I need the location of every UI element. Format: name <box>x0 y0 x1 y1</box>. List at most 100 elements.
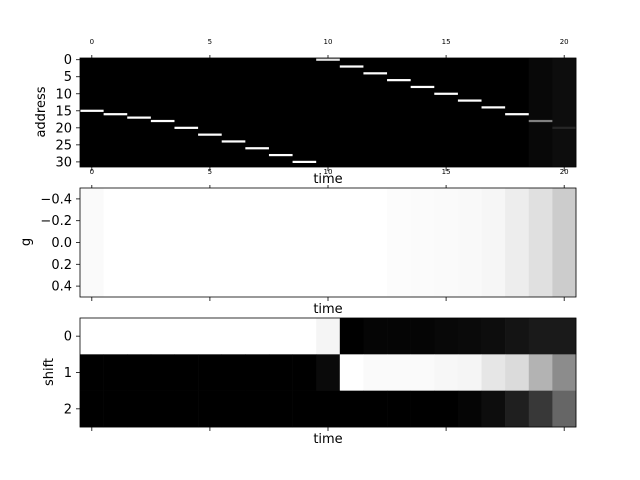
shift-cell <box>410 354 435 391</box>
address-peak-cell <box>528 119 553 123</box>
g-heatmap-panel: 0 5 10 15 20 −0.4 −0.2 0.0 0.2 0.4 time g <box>19 168 577 317</box>
address-peak-cell <box>292 160 317 164</box>
shift-cell <box>387 354 411 391</box>
shift-cell <box>150 318 175 355</box>
y-tick-label: 0.0 <box>51 236 72 251</box>
address-column-background <box>528 58 553 167</box>
address-peak-cell <box>434 92 458 95</box>
address-peak-cell <box>245 147 269 150</box>
shift-cell <box>434 318 459 355</box>
shift-cell <box>174 390 199 428</box>
address-peak-cell <box>127 116 151 119</box>
shift-cell <box>245 354 270 391</box>
y-tick-label: 0 <box>64 330 72 345</box>
shift-cell <box>245 318 270 355</box>
g-cell <box>528 188 553 297</box>
shift-cell <box>528 390 553 428</box>
y-tick-label: 0 <box>64 53 72 68</box>
shift-cell <box>316 318 341 355</box>
shift-cell <box>221 390 246 428</box>
g-y-ticks: −0.4 −0.2 0.0 0.2 0.4 <box>40 192 80 295</box>
address-peak-cell <box>410 85 435 89</box>
g-cell <box>221 188 246 297</box>
g-cell <box>245 188 270 297</box>
shift-cell <box>363 390 388 428</box>
shift-cell <box>103 390 128 428</box>
g-cell <box>339 188 364 297</box>
y-tick-label: 20 <box>55 121 72 136</box>
shift-cell <box>80 354 104 391</box>
shift-cell <box>174 318 199 355</box>
address-peak-cell <box>316 58 340 61</box>
address-y-ticks: 0 5 10 15 20 25 30 <box>55 53 80 170</box>
address-peak-cell <box>552 126 576 129</box>
shift-cell <box>80 318 104 355</box>
g-cell <box>387 188 411 297</box>
y-tick-label: 2 <box>64 402 72 417</box>
shift-cell <box>505 390 530 428</box>
x-tick-label: 5 <box>208 168 212 176</box>
address-heatmap-cells <box>80 58 577 167</box>
shift-cell <box>457 318 482 355</box>
g-cell <box>363 188 388 297</box>
shift-cell <box>434 354 459 391</box>
shift-cell <box>410 390 435 428</box>
shift-cell <box>457 354 482 391</box>
g-cell <box>80 188 104 297</box>
address-peak-cell <box>505 113 529 116</box>
shift-x-label: time <box>313 432 342 447</box>
g-cell <box>410 188 435 297</box>
shift-cell <box>103 354 128 391</box>
shift-cell <box>316 354 341 391</box>
shift-cell <box>150 354 175 391</box>
address-peak-cell <box>150 119 175 123</box>
y-tick-label: 10 <box>55 87 72 102</box>
y-tick-label: 25 <box>55 138 72 153</box>
shift-cell <box>505 318 530 355</box>
g-cell <box>174 188 199 297</box>
address-peak-cell <box>481 106 506 109</box>
shift-cell <box>552 318 577 355</box>
shift-cell <box>528 354 553 391</box>
shift-cell <box>457 390 482 428</box>
shift-cell <box>292 390 317 428</box>
shift-cell <box>552 390 577 428</box>
x-tick-label: 20 <box>560 168 569 176</box>
shift-cell <box>292 318 317 355</box>
g-cell <box>292 188 317 297</box>
address-peak-cell <box>103 113 128 116</box>
x-tick-label: 5 <box>208 38 212 46</box>
g-cell <box>552 188 577 297</box>
g-cell <box>457 188 482 297</box>
shift-cell <box>387 318 411 355</box>
g-x-ticks: 0 5 10 15 20 <box>90 168 569 301</box>
shift-cell <box>198 318 223 355</box>
g-cell <box>103 188 128 297</box>
address-y-label: address <box>34 86 49 137</box>
shift-y-ticks: 0 1 2 <box>64 330 80 417</box>
shift-cell <box>174 354 199 391</box>
x-tick-label: 20 <box>560 38 569 46</box>
address-heatmap-panel: 0 5 10 15 20 0 5 10 15 20 25 30 time address <box>34 38 577 187</box>
shift-cell <box>481 354 506 391</box>
shift-cell <box>552 354 577 391</box>
shift-cell <box>434 390 459 428</box>
y-tick-label: 0.2 <box>51 258 72 273</box>
shift-cell <box>528 318 553 355</box>
address-peak-cell <box>221 140 246 143</box>
y-tick-label: −0.2 <box>40 214 72 229</box>
x-tick-label: 10 <box>324 38 333 46</box>
shift-cell <box>410 318 435 355</box>
g-cell <box>505 188 530 297</box>
g-cell <box>434 188 459 297</box>
shift-cell <box>316 390 341 428</box>
shift-cell <box>245 390 270 428</box>
shift-cell <box>387 390 411 428</box>
shift-cell <box>198 354 223 391</box>
shift-cell <box>103 318 128 355</box>
address-peak-cell <box>268 153 293 157</box>
g-cell <box>150 188 175 297</box>
shift-cell <box>481 390 506 428</box>
shift-cell <box>221 354 246 391</box>
